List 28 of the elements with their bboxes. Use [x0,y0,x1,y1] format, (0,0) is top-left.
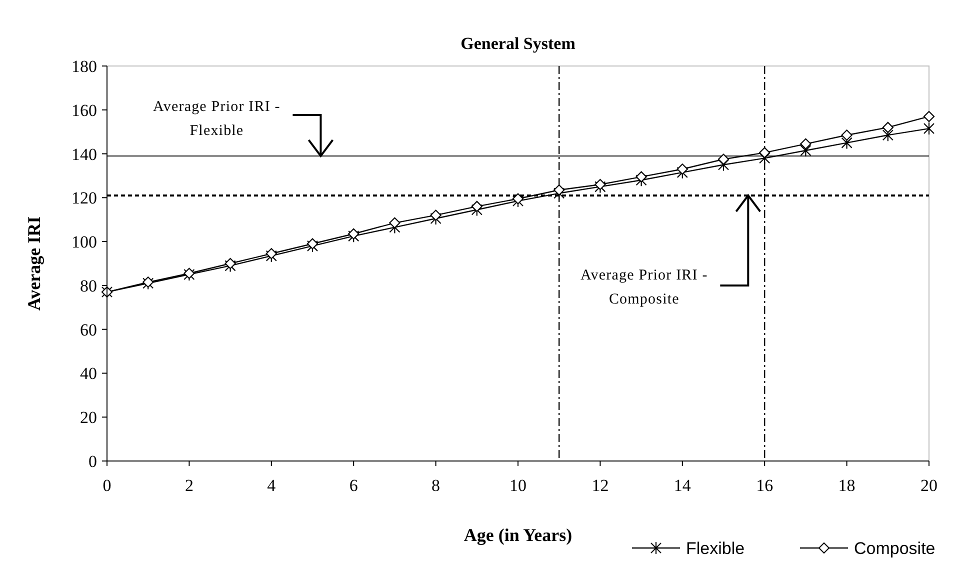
y-tick-label: 120 [72,188,97,208]
x-tick-label: 14 [674,476,692,495]
x-axis-title: Age (in Years) [464,525,572,545]
x-tick-label: 12 [592,476,609,495]
x-tick-label: 16 [756,476,774,495]
x-tick-label: 0 [102,476,112,495]
legend-label: Composite [854,539,936,558]
x-tick-label: 8 [432,476,440,495]
y-tick-label: 20 [80,408,97,428]
y-tick-label: 40 [80,364,97,384]
x-tick-label: 10 [510,476,526,495]
x-tick-label: 18 [838,476,856,495]
x-tick-label: 20 [920,476,938,495]
y-axis-title: Average IRI [24,216,44,311]
y-tick-label: 80 [80,276,97,296]
chart-title: General System [460,34,576,53]
x-tick-label: 4 [267,476,276,495]
x-tick-label: 2 [184,476,194,495]
y-tick-label: 100 [72,232,97,252]
y-tick-label: 160 [72,100,97,120]
y-tick-label: 140 [72,144,97,164]
annotation: Average Prior IRI - Composite [580,267,708,308]
x-tick-label: 6 [349,476,358,495]
annotation: Average Prior IRI - Flexible [153,98,280,139]
legend-label: Flexible [686,539,745,558]
y-tick-label: 60 [80,320,97,340]
y-tick-label: 0 [88,452,97,471]
y-tick-label: 180 [72,57,97,76]
